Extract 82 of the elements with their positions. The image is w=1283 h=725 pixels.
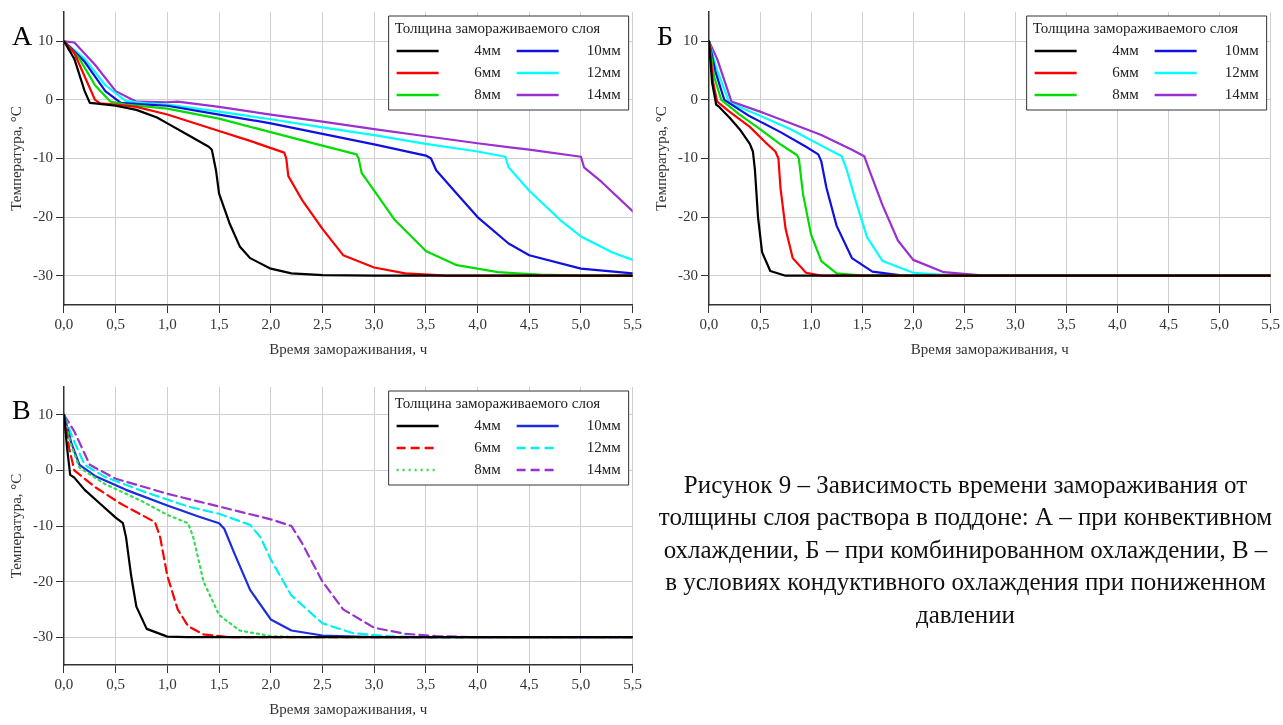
chart-title: Б [657, 20, 674, 52]
legend-label: 8мм [474, 85, 502, 102]
x-tick-label: 2,0 [261, 675, 281, 692]
x-tick-label: 3,0 [364, 315, 384, 332]
x-tick-label: 2,5 [313, 315, 332, 332]
y-tick-label: 10 [683, 32, 698, 49]
legend-label: 12мм [586, 438, 622, 455]
y-tick-label: -10 [33, 149, 53, 166]
legend-label: 6мм [474, 438, 502, 455]
legend-label: 12мм [1224, 63, 1260, 80]
y-tick-label: -20 [33, 208, 53, 225]
x-tick-label: 0,5 [750, 315, 770, 332]
x-tick-label: 1,5 [852, 315, 872, 332]
x-tick-label: 1,0 [158, 675, 177, 692]
x-tick-label: 1,5 [209, 675, 229, 692]
x-tick-label: 0,0 [54, 675, 74, 692]
x-tick-label: 2,5 [954, 315, 974, 332]
legend-label: 6мм [474, 63, 502, 80]
x-tick-label: 3,0 [1005, 315, 1025, 332]
legend-label: 10мм [586, 41, 622, 58]
x-tick-label: 4,5 [519, 315, 539, 332]
x-tick-label: 5,5 [623, 675, 642, 692]
legend-title: Толщина замораживаемого слоя [1032, 19, 1239, 36]
legend-label: 10мм [1224, 41, 1260, 58]
x-tick-label: 3,5 [1057, 315, 1076, 332]
legend-label: 14мм [586, 85, 622, 102]
x-axis-title: Время замораживания, ч [269, 700, 428, 717]
text: Рисунок 9 – Зависимость времени замораживания от толщины слоя раствора в поддоне: А – при конвективном охлаждении, Б – при комбинированном охлаждении, В – в условиях кондуктивного охлаждения при пониженном давлении [658, 469, 1273, 630]
y-tick-label: -10 [33, 516, 53, 533]
legend-label: 14мм [586, 460, 622, 477]
legend-title: Толщина замораживаемого слоя [394, 19, 601, 36]
x-tick-label: 4,5 [519, 675, 539, 692]
y-tick-label: -20 [678, 208, 698, 225]
x-tick-label: 0,5 [106, 315, 126, 332]
y-tick-label: -30 [33, 628, 53, 645]
y-tick-label: -30 [33, 266, 53, 283]
legend-label: 14мм [1224, 85, 1260, 102]
x-tick-label: 2,0 [261, 315, 281, 332]
y-tick-label: 0 [45, 461, 53, 478]
x-tick-label: 5,0 [1210, 315, 1229, 332]
x-tick-label: 3,5 [416, 675, 436, 692]
y-axis-title: Температура, °C [7, 106, 24, 211]
x-tick-label: 1,0 [801, 315, 821, 332]
y-tick-label: 0 [45, 90, 53, 107]
x-axis-title: Время замораживания, ч [269, 340, 428, 357]
x-tick-label: 5,0 [571, 315, 591, 332]
legend-label: 4мм [1112, 41, 1140, 58]
legend-label: 12мм [586, 63, 622, 80]
x-tick-label: 1,0 [158, 315, 177, 332]
chart-title: А [12, 20, 33, 52]
chart-title: В [12, 393, 31, 425]
x-tick-label: 5,5 [1261, 315, 1280, 332]
legend-label: 6мм [1112, 63, 1140, 80]
y-tick-label: -20 [33, 572, 53, 589]
x-axis-title: Время замораживания, ч [910, 340, 1070, 357]
y-axis-title: Температура, °C [652, 106, 669, 211]
y-tick-label: 10 [38, 405, 53, 422]
y-tick-label: 10 [38, 32, 53, 49]
x-tick-label: 0,5 [106, 675, 126, 692]
x-tick-label: 3,0 [364, 675, 384, 692]
x-tick-label: 4,0 [468, 315, 487, 332]
legend-label: 8мм [1112, 85, 1140, 102]
x-tick-label: 4,0 [468, 675, 487, 692]
legend-title: Толщина замораживаемого слоя [394, 394, 601, 411]
y-tick-label: -10 [678, 149, 698, 166]
x-tick-label: 0,0 [699, 315, 719, 332]
legend-label: 10мм [586, 416, 622, 433]
y-tick-label: 0 [690, 90, 698, 107]
x-tick-label: 0,0 [54, 315, 74, 332]
legend-label: 8мм [474, 460, 502, 477]
y-axis-title: Температура, °С [7, 473, 24, 579]
y-tick-label: -30 [678, 266, 698, 283]
legend-label: 4мм [474, 41, 502, 58]
x-tick-label: 5,5 [623, 315, 642, 332]
x-tick-label: 2,5 [313, 675, 332, 692]
x-tick-label: 4,5 [1159, 315, 1178, 332]
x-tick-label: 4,0 [1108, 315, 1127, 332]
x-tick-label: 2,0 [903, 315, 923, 332]
x-tick-label: 1,5 [209, 315, 229, 332]
x-tick-label: 3,5 [416, 315, 436, 332]
legend-label: 4мм [474, 416, 502, 433]
x-tick-label: 5,0 [571, 675, 591, 692]
